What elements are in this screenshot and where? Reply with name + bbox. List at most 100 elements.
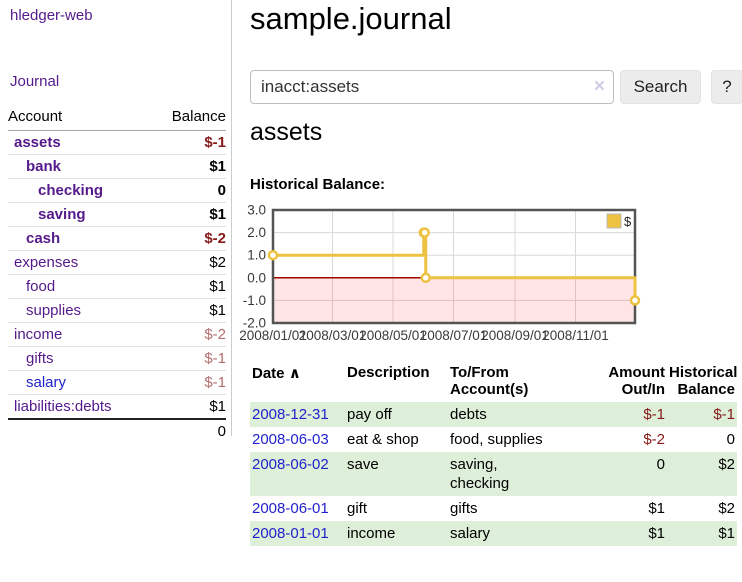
transaction-row: 2008-12-31 pay off debts $-1 $-1 (250, 402, 737, 427)
transaction-amount: $1 (598, 521, 667, 546)
description-column-header: Description (347, 364, 430, 381)
page-title: sample.journal (250, 1, 452, 36)
transaction-amount: $1 (648, 500, 665, 517)
account-balance: $1 (209, 158, 226, 175)
search-form: × Search ? (250, 70, 742, 104)
svg-text:$: $ (624, 214, 632, 229)
main-content: sample.journal × Search ? assets Histori… (239, 0, 742, 582)
accounts-column-header: To/From Account(s) (450, 364, 529, 398)
app-brand-link[interactable]: hledger-web (10, 7, 93, 24)
account-row: income $-2 (8, 323, 226, 347)
transaction-description: pay off (345, 402, 448, 427)
help-button[interactable]: ? (711, 70, 742, 104)
account-balance: $-1 (204, 134, 226, 151)
transaction-date-link[interactable]: 2008-12-31 (252, 406, 329, 423)
svg-text:2008/07/01: 2008/07/01 (420, 328, 488, 343)
transaction-balance: $2 (667, 452, 737, 496)
transaction-accounts: debts (448, 402, 598, 427)
account-row: cash $-2 (8, 227, 226, 251)
account-link[interactable]: checking (38, 182, 104, 199)
account-row: saving $1 (8, 203, 226, 227)
svg-text:2008/03/01: 2008/03/01 (299, 328, 367, 343)
account-row: food $1 (8, 275, 226, 299)
transaction-accounts: salary (448, 521, 598, 546)
transaction-date-link[interactable]: 2008-06-03 (252, 431, 329, 448)
account-link[interactable]: supplies (26, 302, 82, 319)
account-row: expenses $2 (8, 251, 226, 275)
chart-canvas: $3.0 2.0 1.0 0.0 -1.0 -2.02008/01/012008/03/0… (239, 203, 641, 343)
transaction-row: 2008-06-03 eat & shop food, supplies $-2 0 (250, 427, 737, 452)
transaction-balance: $2 (718, 500, 735, 517)
search-input[interactable] (250, 70, 614, 104)
svg-text:3.0: 3.0 (247, 203, 266, 218)
account-link[interactable]: gifts (26, 350, 54, 367)
transaction-amount: $-1 (598, 402, 667, 427)
account-total-row: 0 (8, 418, 226, 443)
account-balance: 0 (217, 182, 226, 199)
account-balance: $-1 (204, 350, 226, 367)
account-link[interactable]: bank (26, 158, 62, 175)
transaction-accounts: food, supplies (450, 431, 543, 448)
transaction-accounts: gifts (450, 500, 478, 517)
account-table-header: Account Balance (8, 106, 226, 131)
svg-text:1.0: 1.0 (247, 248, 266, 263)
transaction-date-link[interactable]: 2008-06-01 (252, 500, 329, 517)
account-row: gifts $-1 (8, 347, 226, 371)
transaction-description: eat & shop (347, 431, 419, 448)
svg-text:-1.0: -1.0 (243, 293, 266, 308)
account-link[interactable]: food (26, 278, 56, 295)
transaction-date-link[interactable]: 2008-06-02 (252, 456, 329, 473)
chart-title: Historical Balance: (250, 176, 386, 193)
register-table: Date ∧ Description To/From Account(s) Am… (250, 362, 737, 546)
svg-text:2008/01/01: 2008/01/01 (239, 328, 307, 343)
account-balance: $1 (209, 278, 226, 295)
sidebar-item-journal[interactable]: Journal (10, 73, 60, 90)
account-balance-table: Account Balance assets $-1 bank $1 checking 0… (8, 106, 226, 443)
transaction-balance: $1 (667, 521, 737, 546)
account-balance: $1 (209, 206, 226, 223)
account-link[interactable]: saving (38, 206, 86, 223)
account-column-header: Account (8, 108, 63, 125)
account-link[interactable]: expenses (14, 254, 79, 271)
historical-balance-chart: $3.0 2.0 1.0 0.0 -1.0 -2.0 2008/01/01 2008/03/0… (239, 200, 742, 346)
clear-search-icon[interactable]: × (593, 76, 605, 97)
svg-text:-2.0: -2.0 (243, 316, 266, 331)
transaction-description: save (345, 452, 448, 496)
transaction-date-link[interactable]: 2008-01-01 (252, 525, 329, 542)
account-balance: $-1 (204, 374, 226, 391)
balance-column-header: Balance (171, 108, 226, 125)
account-balance: $1 (209, 302, 226, 319)
account-link[interactable]: assets (14, 134, 61, 151)
transaction-balance: $-1 (667, 402, 737, 427)
account-row: bank $1 (8, 155, 226, 179)
svg-text:2008/09/01: 2008/09/01 (481, 328, 549, 343)
transaction-description: income (345, 521, 448, 546)
account-row: salary $-1 (8, 371, 226, 395)
svg-text:2.0: 2.0 (247, 225, 266, 240)
date-column-header[interactable]: Date ∧ (252, 365, 301, 382)
total-balance: 0 (217, 423, 226, 440)
svg-text:2008/11/01: 2008/11/01 (542, 328, 609, 343)
account-row: checking 0 (8, 179, 226, 203)
transaction-row: 2008-01-01 income salary $1 $1 (250, 521, 737, 546)
search-button[interactable]: Search (620, 70, 701, 104)
svg-text:0.0: 0.0 (247, 270, 266, 285)
account-balance: $2 (209, 254, 226, 271)
account-heading: assets (250, 118, 323, 146)
transaction-amount: $-2 (643, 431, 665, 448)
sidebar: hledger-web Journal Account Balance asse… (0, 0, 232, 440)
account-link[interactable]: salary (26, 374, 67, 391)
transaction-accounts: saving, checking (448, 452, 598, 496)
transaction-amount: 0 (598, 452, 667, 496)
transaction-balance: 0 (726, 431, 735, 448)
account-row: liabilities:debts $1 (8, 395, 226, 418)
transaction-row: 2008-06-01 gift gifts $1 $2 (250, 496, 737, 521)
account-link[interactable]: cash (26, 230, 61, 247)
balance-column-header: Historical Balance (669, 364, 738, 398)
amount-column-header: Amount Out/In (608, 364, 665, 398)
transaction-description: gift (347, 500, 368, 517)
register-header-row: Date ∧ Description To/From Account(s) Am… (250, 362, 737, 402)
account-link[interactable]: income (14, 326, 63, 343)
account-link[interactable]: liabilities:debts (14, 398, 112, 415)
account-row: assets $-1 (8, 131, 226, 155)
